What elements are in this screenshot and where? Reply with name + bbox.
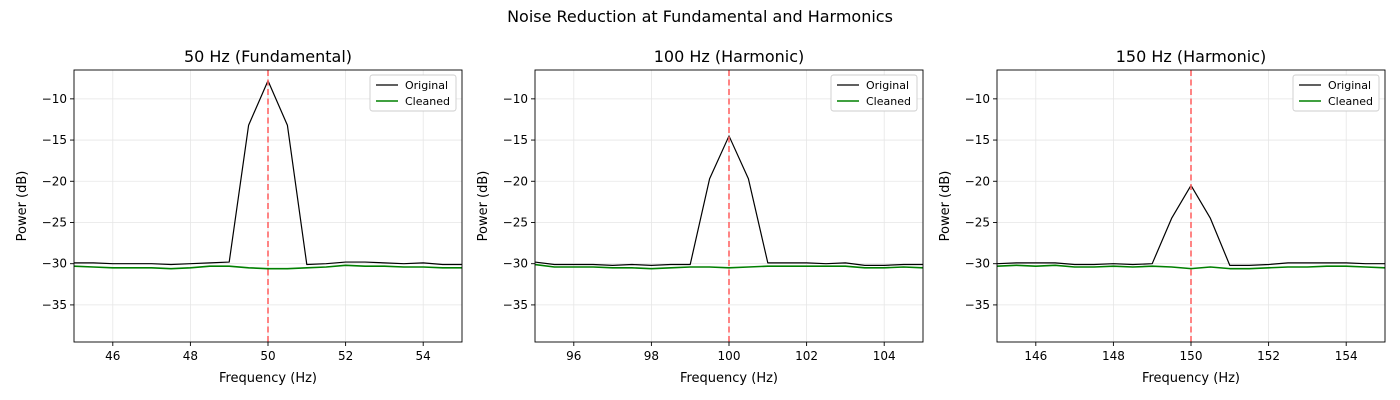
x-tick-label: 98	[644, 349, 659, 363]
x-axis-label: Frequency (Hz)	[680, 371, 778, 386]
x-tick-label: 102	[795, 349, 818, 363]
panels: 46 48 50 52 54 −35 −30 −25 −20 −15 −10 50 Hz (Funda…	[15, 47, 1386, 386]
x-tick-label: 54	[416, 349, 431, 363]
panel-3: 146 148 150 152 154 −35 −30 −25 −20 −15 −10 150 Hz …	[938, 47, 1386, 386]
legend: Original Cleaned	[830, 74, 918, 112]
legend-label-cleaned: Cleaned	[1328, 95, 1373, 108]
y-tick-label: −20	[42, 174, 67, 188]
x-tick-label: 150	[1180, 349, 1203, 363]
legend-box	[830, 74, 918, 112]
y-tick-label: −15	[965, 133, 990, 147]
legend-label-original: Original	[866, 79, 909, 92]
x-tick-label: 100	[718, 349, 741, 363]
series-line-cleaned	[74, 264, 462, 270]
y-axis-label: Power (dB)	[476, 171, 491, 242]
y-axis-label: Power (dB)	[15, 171, 30, 242]
y-tick-label: −20	[503, 174, 528, 188]
x-tick-label: 48	[183, 349, 198, 363]
legend-label-cleaned: Cleaned	[405, 95, 450, 108]
legend-label-original: Original	[1328, 79, 1371, 92]
y-tick-label: −30	[503, 257, 528, 271]
x-tick-label: 152	[1257, 349, 1280, 363]
y-tick-label: −35	[42, 298, 67, 312]
x-tick-label: 52	[338, 349, 353, 363]
legend: Original Cleaned	[1292, 74, 1380, 112]
x-tick-label: 148	[1102, 349, 1125, 363]
x-tick-label: 96	[566, 349, 581, 363]
y-tick-label: −20	[965, 174, 990, 188]
y-tick-label: −25	[503, 215, 528, 229]
x-tick-label: 104	[873, 349, 896, 363]
y-tick-label: −25	[42, 215, 67, 229]
series-line-cleaned	[535, 263, 923, 270]
legend-box	[369, 74, 457, 112]
series-line-original	[535, 135, 923, 266]
y-tick-label: −10	[42, 92, 67, 106]
y-tick-label: −10	[965, 92, 990, 106]
y-tick-label: −35	[503, 298, 528, 312]
x-tick-label: 50	[260, 349, 275, 363]
y-tick-label: −25	[965, 215, 990, 229]
y-tick-label: −15	[42, 133, 67, 147]
legend: Original Cleaned	[369, 74, 457, 112]
panel-1: 46 48 50 52 54 −35 −30 −25 −20 −15 −10 50 Hz (Funda…	[15, 47, 463, 386]
legend-box	[1292, 74, 1380, 112]
y-axis-label: Power (dB)	[938, 171, 953, 242]
x-axis-label: Frequency (Hz)	[219, 371, 317, 386]
y-tick-label: −35	[965, 298, 990, 312]
legend-label-original: Original	[405, 79, 448, 92]
legend-label-cleaned: Cleaned	[866, 95, 911, 108]
x-tick-label: 46	[105, 349, 120, 363]
figure-title: Noise Reduction at Fundamental and Harmo…	[507, 7, 893, 26]
panel-title: 150 Hz (Harmonic)	[1116, 47, 1267, 66]
y-tick-label: −30	[42, 257, 67, 271]
y-tick-label: −30	[965, 257, 990, 271]
panel-2: 96 98 100 102 104 −35 −30 −25 −20 −15 −10 100 Hz (H…	[476, 47, 924, 386]
series-line-cleaned	[997, 264, 1385, 270]
y-tick-label: −15	[503, 133, 528, 147]
panel-title: 100 Hz (Harmonic)	[654, 47, 805, 66]
x-tick-label: 154	[1335, 349, 1358, 363]
x-axis-label: Frequency (Hz)	[1142, 371, 1240, 386]
y-tick-label: −10	[503, 92, 528, 106]
x-tick-label: 146	[1024, 349, 1047, 363]
panel-title: 50 Hz (Fundamental)	[184, 47, 352, 66]
